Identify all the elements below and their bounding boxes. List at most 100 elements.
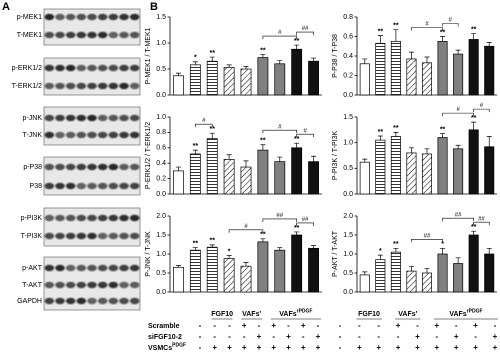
- significance-star: *: [228, 248, 231, 255]
- bar: [421, 272, 433, 293]
- bar: [359, 63, 370, 96]
- bracket-label: #: [202, 118, 206, 124]
- error-bar: [260, 238, 266, 242]
- band: [97, 232, 108, 240]
- band: [65, 31, 76, 39]
- significance-star: *: [194, 55, 197, 62]
- table-cell: +: [271, 321, 276, 330]
- error-bar: [209, 56, 215, 62]
- error-bar: [192, 247, 198, 251]
- error-bar: [486, 42, 492, 47]
- band: [76, 13, 87, 21]
- band: [97, 281, 108, 289]
- error-bar: [440, 36, 446, 42]
- significance-star: **: [471, 115, 477, 122]
- error-bar: [260, 54, 266, 58]
- bar: [308, 161, 319, 195]
- blot-bands: [44, 214, 140, 222]
- blot-label: p-JNK: [23, 115, 43, 122]
- significance-star: **: [209, 126, 215, 133]
- significance-star: **: [471, 26, 477, 33]
- group-header: FGF10: [211, 311, 233, 318]
- error-bar: [486, 247, 492, 254]
- significance-bracket: [296, 222, 314, 226]
- band: [129, 232, 140, 240]
- y-tick-label: 1.0: [156, 40, 166, 47]
- table-cell: -: [436, 332, 439, 341]
- blot-box: [43, 106, 141, 146]
- band: [65, 64, 76, 72]
- bar: [406, 270, 417, 293]
- error-bar: [243, 262, 249, 267]
- table-cell: -: [474, 332, 477, 341]
- band: [108, 163, 119, 171]
- table-cell: +: [454, 343, 459, 352]
- band: [97, 264, 108, 272]
- band: [65, 13, 76, 21]
- table-cell: -: [339, 321, 342, 330]
- band: [108, 182, 119, 190]
- error-bar: [277, 60, 283, 64]
- band: [119, 182, 129, 190]
- y-tick-label: 1.0: [156, 251, 166, 258]
- significance-star: **: [193, 240, 199, 247]
- band: [55, 281, 65, 289]
- group-header: VAFsrPDGF: [279, 309, 312, 318]
- blot-box: [43, 57, 141, 96]
- band: [119, 13, 129, 21]
- band: [87, 297, 97, 305]
- table-cell: -: [199, 332, 202, 341]
- significance-star: **: [260, 232, 266, 239]
- y-tick-label: 0.8: [156, 129, 166, 136]
- bracket-label: #: [244, 224, 248, 230]
- table-cell: +: [271, 343, 276, 352]
- table-cell: -: [272, 332, 275, 341]
- significance-star: **: [294, 136, 300, 143]
- table-cell: +: [286, 343, 291, 352]
- error-bar: [277, 156, 283, 162]
- band: [119, 82, 129, 90]
- y-axis-label: P-P38 / T-P38: [332, 34, 339, 78]
- bar: [206, 60, 218, 96]
- blot-bands: [44, 297, 140, 305]
- band: [108, 264, 119, 272]
- significance-bracket: [262, 129, 297, 134]
- band: [65, 163, 76, 171]
- table-cell: -: [302, 332, 305, 341]
- band: [108, 214, 119, 222]
- table-cell: +: [242, 321, 247, 330]
- table-cell: -: [228, 321, 231, 330]
- blot-label: T-AKT: [22, 282, 43, 289]
- bar: [189, 249, 201, 293]
- group-header-text: FGF10: [211, 311, 233, 318]
- band: [129, 31, 140, 39]
- error-bar: [175, 265, 181, 268]
- table-cell: +: [435, 343, 440, 352]
- error-bar: [277, 247, 283, 251]
- error-bar: [377, 135, 383, 141]
- group-header: FGF10: [358, 311, 380, 318]
- row-label-text: VSMCs: [148, 345, 172, 352]
- bar: [437, 137, 448, 195]
- bar: [453, 53, 464, 96]
- band: [76, 31, 87, 39]
- significance-star: **: [260, 138, 266, 145]
- error-bar: [362, 158, 368, 163]
- table-cell: +: [396, 321, 401, 330]
- bar: [173, 170, 184, 195]
- band: [119, 281, 129, 289]
- significance-bracket: [228, 229, 264, 233]
- band: [44, 214, 55, 222]
- band: [44, 182, 55, 190]
- significance-star: *: [379, 248, 382, 255]
- band: [97, 214, 108, 222]
- band: [119, 163, 129, 171]
- band: [119, 64, 129, 72]
- y-axis-label: P-ERK1/2 / T-ERK1/2: [145, 122, 152, 189]
- panel-label: A: [2, 1, 10, 13]
- bar: [223, 67, 235, 96]
- band: [129, 64, 140, 72]
- table-cell: +: [454, 332, 459, 341]
- y-tick-label: 0.0: [156, 289, 166, 296]
- bar: [257, 57, 269, 96]
